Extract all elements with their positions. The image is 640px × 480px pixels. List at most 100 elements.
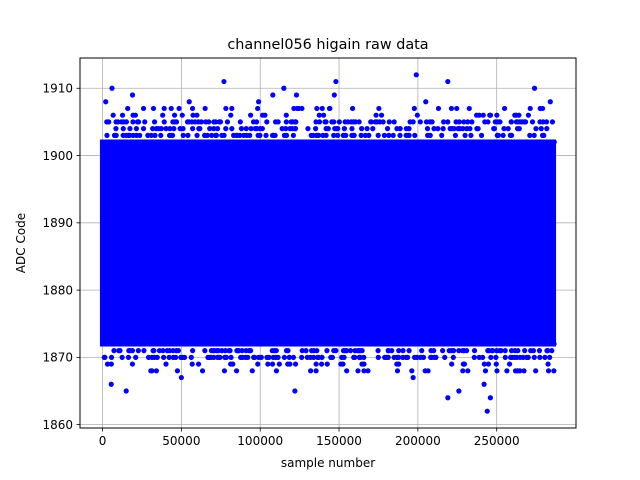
data-point: [425, 139, 431, 145]
data-point: [204, 132, 210, 138]
data-point: [468, 132, 474, 138]
data-point: [342, 341, 348, 347]
data-point: [396, 348, 402, 354]
data-point: [166, 354, 172, 360]
data-point: [238, 341, 245, 347]
data-point: [368, 341, 374, 347]
data-point: [381, 132, 387, 138]
data-point: [481, 361, 487, 367]
data-point: [449, 361, 455, 367]
data-point: [352, 119, 358, 125]
data-point: [347, 341, 354, 347]
data-point: [551, 341, 557, 347]
data-point: [237, 132, 243, 138]
data-point: [227, 348, 233, 354]
data-point: [255, 105, 261, 112]
data-point: [441, 139, 447, 145]
data-point: [283, 132, 290, 138]
y-tick-label: 1880: [42, 283, 73, 297]
x-tick-label: 100000: [237, 434, 283, 448]
data-point: [167, 126, 173, 132]
data-point: [102, 354, 108, 360]
data-point: [347, 348, 354, 354]
data-point: [270, 341, 276, 347]
outlier-point: [186, 99, 192, 105]
outlier-point: [233, 368, 240, 374]
data-point: [190, 348, 196, 354]
outlier-point: [333, 78, 339, 85]
data-point: [531, 354, 537, 360]
data-point: [409, 139, 415, 145]
outlier-point: [481, 381, 487, 387]
data-point: [427, 132, 433, 138]
data-point: [199, 368, 206, 374]
data-point: [414, 112, 420, 118]
data-point: [385, 354, 391, 360]
data-point: [140, 105, 147, 112]
data-point: [501, 126, 507, 132]
data-point: [497, 139, 503, 145]
data-point: [110, 112, 116, 118]
data-point: [253, 119, 260, 125]
data-point: [132, 139, 138, 145]
data-point: [119, 354, 125, 360]
data-point: [397, 139, 403, 145]
data-point: [485, 361, 492, 367]
data-point: [425, 368, 431, 374]
data-point: [154, 354, 160, 360]
data-point: [169, 132, 176, 138]
data-point: [365, 368, 371, 374]
outlier-point: [281, 85, 287, 91]
data-point: [542, 354, 548, 360]
data-point: [515, 348, 521, 354]
data-point: [545, 368, 552, 374]
x-tick-label: 50000: [162, 434, 200, 448]
data-point: [467, 126, 473, 132]
data-point: [319, 354, 325, 360]
data-point: [494, 112, 500, 118]
data-point: [308, 368, 314, 374]
data-point: [175, 348, 181, 354]
data-point: [361, 368, 367, 374]
data-point: [104, 361, 111, 367]
data-point: [299, 354, 305, 360]
data-point: [530, 348, 537, 354]
data-point: [395, 354, 402, 360]
data-point: [247, 348, 254, 354]
data-point: [378, 112, 385, 118]
data-point: [460, 368, 466, 374]
y-tick-label: 1890: [42, 216, 73, 230]
data-point: [168, 105, 174, 112]
data-point: [148, 132, 154, 138]
data-point: [344, 368, 350, 374]
data-point: [389, 348, 395, 354]
data-point: [113, 132, 119, 138]
data-point: [133, 354, 139, 360]
data-point: [410, 119, 416, 125]
data-point: [451, 341, 457, 347]
data-point: [440, 126, 446, 132]
data-point: [494, 368, 500, 374]
x-axis-ticks: 0 50000 100000 150000 200000 250000: [99, 428, 520, 448]
data-point: [448, 105, 455, 112]
data-point: [283, 126, 289, 132]
data-point: [259, 126, 265, 132]
data-point: [248, 126, 254, 132]
data-point: [176, 139, 183, 145]
outlier-point: [423, 99, 429, 105]
data-point: [217, 119, 224, 125]
data-point: [163, 361, 169, 367]
data-point: [364, 126, 370, 132]
data-point: [461, 119, 467, 125]
outlier-point: [293, 92, 300, 98]
data-point: [408, 341, 414, 347]
data-point: [160, 348, 166, 354]
data-point: [198, 119, 204, 125]
data-point: [141, 348, 147, 354]
data-point: [397, 126, 403, 132]
data-point: [551, 139, 557, 145]
data-point: [456, 348, 462, 354]
data-point: [493, 361, 499, 367]
data-point: [172, 341, 178, 347]
